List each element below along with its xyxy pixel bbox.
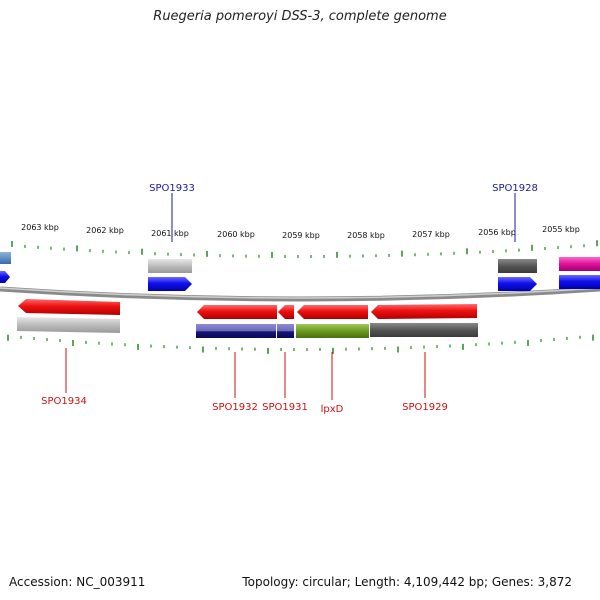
gene-label-spo1928[interactable]: SPO1928 (492, 183, 538, 194)
cds-feature-spo1928[interactable] (498, 277, 537, 291)
kbp-label: 2062 kbp (86, 226, 124, 235)
gene-label-lpxd[interactable]: lpxD (321, 404, 344, 415)
cds-feature-lpxd[interactable] (297, 305, 368, 319)
genome-backbone-highlight (0, 287, 600, 299)
cds-feature-navy[interactable] (196, 324, 276, 338)
gene-label-spo1934[interactable]: SPO1934 (41, 396, 87, 407)
cds-feature-olive[interactable] (296, 324, 369, 338)
cds-feature-darkgray[interactable] (498, 259, 537, 273)
kbp-label: 2055 kbp (542, 225, 580, 234)
cds-feature-navy-small[interactable] (277, 324, 294, 338)
kbp-label: 2063 kbp (21, 223, 59, 232)
cds-feature-spo1932[interactable] (197, 305, 277, 319)
cds-feature-spo1929[interactable] (371, 304, 477, 319)
cds-feature-spo1931[interactable] (278, 305, 294, 319)
forward-strand-features (0, 252, 600, 291)
outer-tick-row (11, 240, 598, 258)
reverse-strand-features (17, 299, 478, 338)
kbp-label: 2058 kbp (347, 231, 385, 240)
gene-label-spo1929[interactable]: SPO1929 (402, 402, 448, 413)
cds-feature-steel[interactable] (0, 252, 11, 264)
gene-label-spo1932[interactable]: SPO1932 (212, 402, 258, 413)
genome-summary-text: Topology: circular; Length: 4,109,442 bp… (242, 575, 572, 589)
gene-label-spo1933[interactable]: SPO1933 (149, 183, 195, 194)
kbp-label: 2056 kbp (478, 228, 516, 237)
gene-label-spo1931[interactable]: SPO1931 (262, 402, 308, 413)
cds-feature-spo1933[interactable] (148, 277, 192, 291)
kbp-label: 2060 kbp (217, 230, 255, 239)
cds-feature-magenta[interactable] (559, 257, 600, 271)
inner-tick-row (7, 334, 594, 354)
genome-backbone (0, 286, 600, 302)
kbp-label: 2061 kbp (151, 229, 189, 238)
kbp-label: 2059 kbp (282, 231, 320, 240)
map-title: Ruegeria pomeroyi DSS-3, complete genome (153, 9, 447, 24)
cds-feature-gray[interactable] (148, 259, 192, 273)
cds-feature-spo1934[interactable] (18, 299, 120, 315)
cds-feature-darkgray-lower[interactable] (370, 323, 478, 337)
cds-feature-blue[interactable] (0, 271, 10, 283)
cds-feature-blue-edge[interactable] (559, 275, 600, 289)
accession-text: Accession: NC_003911 (9, 575, 146, 589)
kbp-label: 2057 kbp (412, 230, 450, 239)
cds-feature-gray-lower[interactable] (17, 317, 120, 333)
